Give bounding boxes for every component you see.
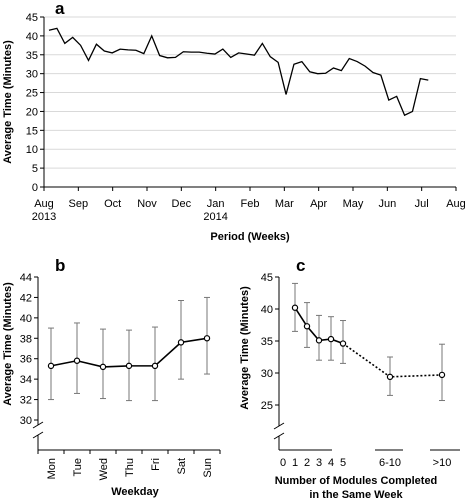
panel-c-data-point xyxy=(291,304,299,311)
panel-a-x-tick-label: Nov xyxy=(137,198,157,210)
panel-c-y-axis-title: Average Time (Minutes) xyxy=(239,286,251,410)
panel-c-data-point xyxy=(438,371,446,379)
panel-a-y-tick-label: 10 xyxy=(26,144,38,156)
panel-b-data-point xyxy=(99,363,107,371)
panel-a-y-tick-label: 5 xyxy=(32,163,38,175)
panel-b-y-tick-label: 34 xyxy=(20,374,32,386)
panel-a-x-tick-label: Apr xyxy=(310,198,327,210)
panel-b-x-axis-title: Weekday xyxy=(111,486,159,498)
panel-c-x-tick-label: 3 xyxy=(316,457,322,469)
panel-b-y-tick-label: 36 xyxy=(20,354,32,366)
panel-a-x-tick-label: Jan xyxy=(207,198,225,210)
panel-b-label: b xyxy=(55,256,65,275)
panel-a: a 0 5 10 15 20 25 30 35 40 45 Aug Sep Oct Nov Dec Jan F… xyxy=(2,0,466,243)
panel-a-y-tick-label: 15 xyxy=(26,125,38,137)
panel-b-x-tick-label: Fri xyxy=(150,458,162,471)
panel-a-series-line xyxy=(48,27,429,117)
panel-b-data-point xyxy=(203,335,211,342)
panel-a-x-tick-year-label: 2013 xyxy=(32,211,56,223)
panel-b-axes xyxy=(32,277,220,451)
panel-b-y-ticks: 30 32 34 36 38 40 42 44 xyxy=(20,272,38,427)
panel-a-y-tick-label: 45 xyxy=(26,12,38,24)
panel-b-data-point xyxy=(47,362,55,370)
panel-b-y-tick-label: 44 xyxy=(20,272,32,284)
panel-c-series xyxy=(291,282,446,402)
panel-c-x-tick-label: 6-10 xyxy=(379,457,401,469)
panel-c-x-axis-title-line1: Number of Modules Completed xyxy=(275,475,438,487)
panel-b-y-tick-label: 32 xyxy=(20,395,32,407)
panel-b-data-point xyxy=(151,362,159,370)
panel-b-y-tick-label: 38 xyxy=(20,333,32,345)
panel-c-data-point xyxy=(327,335,335,343)
panel-c-y-ticks: 25 30 35 40 45 xyxy=(261,272,279,412)
panel-a-y-tick-label: 25 xyxy=(26,88,38,100)
panel-c-x-ticks: 0 1 2 3 4 5 6-10 >10 xyxy=(280,457,451,469)
panel-c-axes xyxy=(273,277,460,451)
panel-b-x-ticks: Mon Tue Wed Thu Fri Sat Sun xyxy=(37,450,221,480)
panel-a-label: a xyxy=(55,0,65,18)
panel-c-x-tick-label: 4 xyxy=(328,457,334,469)
panel-c-series-line-dotted xyxy=(342,342,443,378)
panel-b-x-tick-label: Mon xyxy=(46,458,58,479)
panel-a-y-tick-label: 35 xyxy=(26,50,38,62)
panel-a-x-tick-label: Mar xyxy=(275,198,294,210)
panel-b-y-axis-title: Average Time (Minutes) xyxy=(2,282,14,406)
panel-a-x-tick-label: Aug xyxy=(446,198,466,210)
panel-a-y-tick-label: 40 xyxy=(26,31,38,43)
panel-c-y-tick-label: 35 xyxy=(261,336,273,348)
panel-c-x-tick-label: >10 xyxy=(433,457,452,469)
panel-a-y-tick-label: 30 xyxy=(26,69,38,81)
panel-a-x-tick-label: Jul xyxy=(415,198,429,210)
panel-a-x-tick-label: May xyxy=(343,198,364,210)
panel-b-x-tick-label: Sun xyxy=(202,458,214,478)
panel-c-y-tick-label: 30 xyxy=(261,368,273,380)
panel-b: b 30 32 34 36 38 40 42 44 Mon Tue Wed Thu Fri Sat Sun… xyxy=(2,256,221,498)
panel-c-data-point xyxy=(303,323,311,330)
panel-a-x-tick-label: Aug xyxy=(34,198,54,210)
panel-a-series xyxy=(48,27,429,117)
panel-c-x-tick-label: 2 xyxy=(304,457,310,469)
panel-b-axis-break-mark xyxy=(32,431,44,439)
panel-c-y-tick-label: 25 xyxy=(261,400,273,412)
panel-c-axis-break-mark xyxy=(273,432,285,440)
panel-a-gridlines xyxy=(44,16,456,169)
panel-a-x-tick-label: Oct xyxy=(104,198,121,210)
panel-c-data-point xyxy=(315,337,323,344)
panel-c-x-tick-label: 1 xyxy=(292,457,298,469)
panel-b-x-tick-label: Wed xyxy=(98,458,110,480)
panel-b-data-point xyxy=(125,362,133,370)
panel-a-x-tick-label: Feb xyxy=(241,198,260,210)
panel-c-y-tick-label: 40 xyxy=(261,304,273,316)
panel-a-y-axis-title: Average Time (Minutes) xyxy=(2,40,14,164)
panel-a-x-tick-label: Dec xyxy=(172,198,192,210)
panel-c-x-axis-title-line2: in the Same Week xyxy=(309,489,403,501)
panel-b-x-tick-label: Tue xyxy=(72,458,84,477)
panel-a-y-ticks: 0 5 10 15 20 25 30 35 40 45 xyxy=(26,12,44,194)
panel-b-x-tick-label: Sat xyxy=(176,458,188,475)
panel-c-x-tick-label: 5 xyxy=(340,457,346,469)
panel-b-axis-break-mark xyxy=(32,421,44,429)
panel-c-label: c xyxy=(296,256,305,275)
panel-c-data-point xyxy=(339,340,347,347)
panel-a-x-tick-label: Sep xyxy=(69,198,89,210)
panel-c-data-point xyxy=(386,373,394,381)
panel-b-x-tick-label: Thu xyxy=(124,458,136,477)
panel-c-y-tick-label: 45 xyxy=(261,272,273,284)
panel-b-y-tick-label: 40 xyxy=(20,313,32,325)
panel-b-series xyxy=(47,296,211,402)
panel-b-y-tick-label: 30 xyxy=(20,415,32,427)
panel-a-y-tick-label: 0 xyxy=(32,182,38,194)
panel-b-data-point xyxy=(73,357,81,364)
panel-a-x-axis-title: Period (Weeks) xyxy=(210,231,290,243)
panel-c-x-tick-label: 0 xyxy=(280,457,286,469)
panel-a-y-tick-label: 20 xyxy=(26,106,38,118)
panel-b-data-point xyxy=(177,339,185,346)
panel-c-axis-break-mark xyxy=(273,422,285,430)
panel-a-x-ticks: Aug Sep Oct Nov Dec Jan Feb Mar Apr May Jun Jul Aug2… xyxy=(32,187,466,223)
panel-a-x-tick-year-label: 2014 xyxy=(203,211,227,223)
panel-a-x-tick-label: Jun xyxy=(378,198,396,210)
panel-b-y-tick-label: 42 xyxy=(20,292,32,304)
